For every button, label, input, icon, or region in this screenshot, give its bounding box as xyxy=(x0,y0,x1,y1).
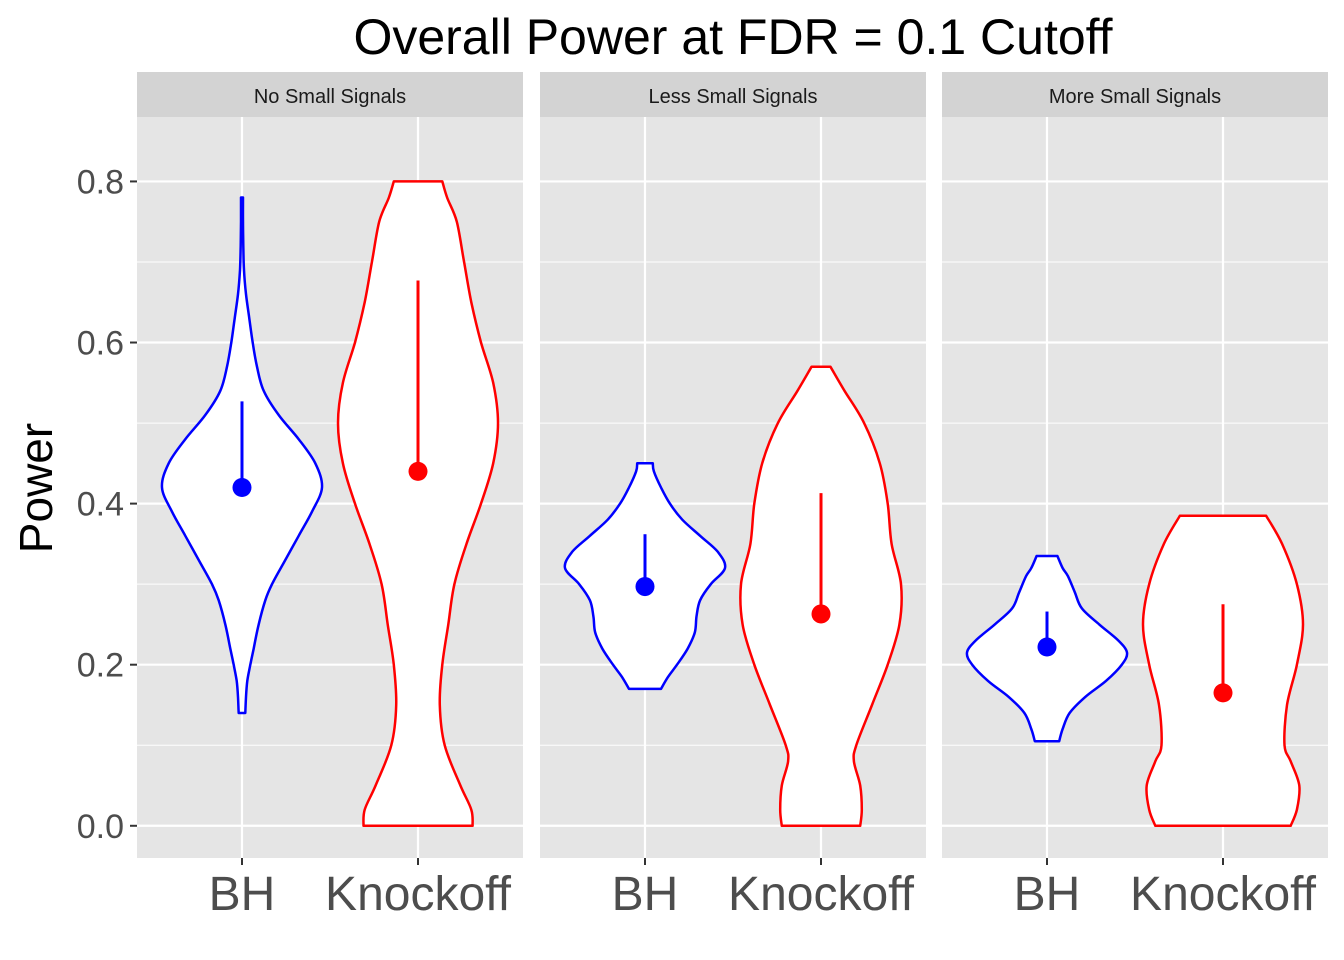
y-tick-label: 0.2 xyxy=(77,647,124,685)
facet-panel: Less Small Signals BH Knockoff xyxy=(540,72,926,921)
y-tick-label: 0.4 xyxy=(77,486,124,524)
mean-point-bh xyxy=(232,478,252,497)
y-tick-label: 0.6 xyxy=(77,325,124,363)
violin-knockoff xyxy=(336,180,500,828)
y-axis-label: Power xyxy=(10,423,62,553)
facet-strip xyxy=(137,72,523,117)
facet-panel: More Small Signals BH Knockoff xyxy=(942,72,1328,921)
facet-strip-label: No Small Signals xyxy=(254,86,406,108)
mean-point-bh xyxy=(635,577,655,597)
facet-strip xyxy=(540,72,926,117)
x-tick-label: Knockoff xyxy=(728,868,915,921)
chart-title: Overall Power at FDR = 0.1 Cutoff xyxy=(353,9,1112,65)
y-axis: 0.0 0.2 0.4 0.6 0.8 xyxy=(77,163,137,846)
y-tick-label: 0.8 xyxy=(77,163,124,201)
y-tick-label: 0.0 xyxy=(77,808,124,846)
x-tick-label: BH xyxy=(612,868,679,921)
facet-strip-label: More Small Signals xyxy=(1049,86,1221,108)
x-tick-label: BH xyxy=(1014,868,1081,921)
facet-strip xyxy=(942,72,1328,117)
mean-point-bh xyxy=(1037,637,1057,657)
mean-point-knockoff xyxy=(1213,683,1233,703)
mean-point-knockoff xyxy=(811,604,831,624)
x-tick-label: BH xyxy=(209,868,276,921)
x-tick-label: Knockoff xyxy=(1130,868,1317,921)
x-tick-label: Knockoff xyxy=(325,868,512,921)
mean-point-knockoff xyxy=(408,461,428,481)
facet-strip-label: Less Small Signals xyxy=(649,86,818,108)
facet-panel: No Small Signals BH Knockoff xyxy=(137,72,523,921)
